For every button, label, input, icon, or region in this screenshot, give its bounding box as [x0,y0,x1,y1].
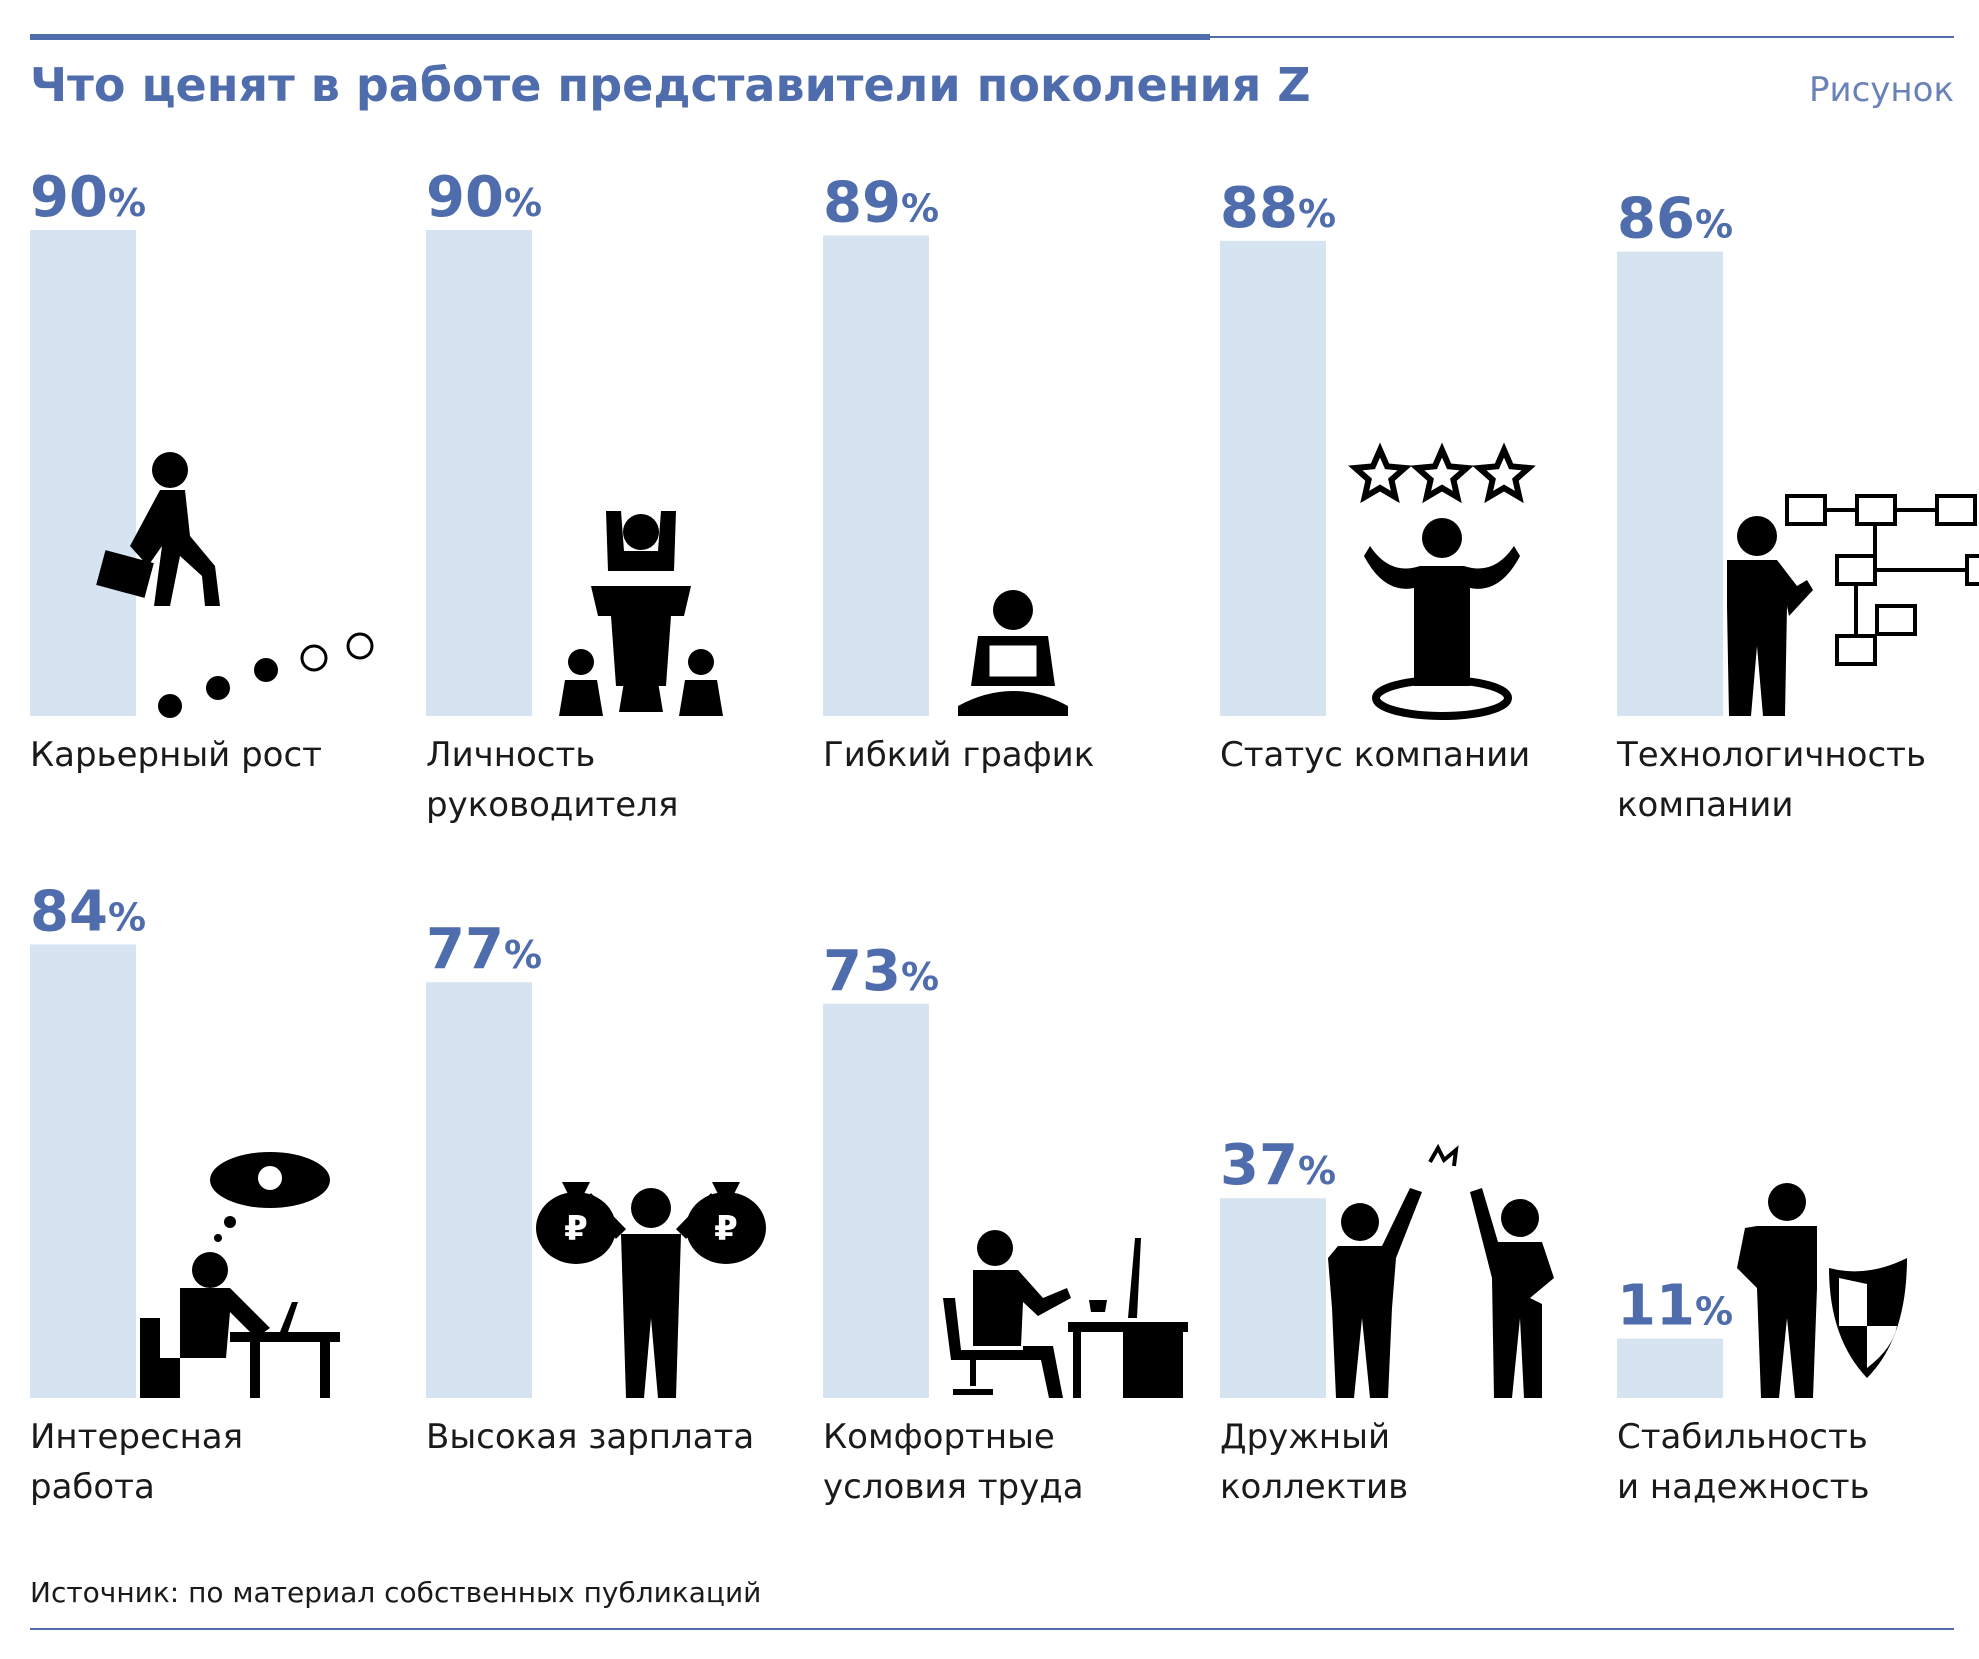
category-label: Гибкий график [823,735,1094,775]
office-desk-icon [943,1230,1188,1398]
category-label: Комфортные условия труда [823,1417,1084,1507]
money-bags-icon: ₽ ₽ [536,1182,766,1398]
tech-network-icon [1727,494,1979,716]
bar [30,230,136,716]
svg-text:₽: ₽ [564,1209,588,1249]
top-rule-thick [30,34,1210,40]
category-label: Технологичность компании [1616,735,1926,825]
shield-person-icon [1737,1183,1907,1398]
bar [1220,240,1326,717]
leader-podium-icon [559,511,723,716]
value-label: 90% [426,165,542,230]
idea-thinking-icon [140,1152,340,1398]
bar [823,1003,929,1398]
value-label: 89% [823,170,939,235]
bar [426,230,532,716]
high-five-icon [1328,1143,1554,1398]
value-label: 84% [30,879,146,944]
category-label: Интересная работа [30,1417,243,1507]
bottom-rule [30,1628,1954,1630]
bar [823,235,929,716]
value-label: 73% [823,939,939,1004]
bar [30,944,136,1398]
bar [1617,251,1723,716]
category-label: Дружный коллектив [1220,1417,1408,1507]
value-label: 77% [426,917,542,982]
laptop-person-icon [958,590,1068,716]
value-label: 11% [1617,1274,1733,1339]
value-label: 90% [30,165,146,230]
chart-title: Что ценят в работе представители поколен… [30,58,1311,112]
top-rule-thin [1210,36,1954,38]
category-label: Статус компании [1220,735,1530,775]
bar [1617,1338,1723,1398]
category-label: Карьерный рост [30,735,322,775]
category-label: Личность руководителя [426,735,678,825]
bar [426,982,532,1398]
figure-label: Рисунок [1809,70,1954,110]
category-label: Высокая зарплата [426,1417,754,1457]
value-label: 37% [1220,1133,1336,1198]
value-label: 88% [1220,176,1336,241]
source-note: Источник: по материал собственных публик… [30,1576,762,1609]
value-label: 86% [1617,187,1733,252]
svg-text:₽: ₽ [714,1209,738,1249]
stars-person-icon [1348,442,1536,720]
bar [1220,1198,1326,1398]
career-stairs-icon [96,452,374,718]
category-label: Стабильность и надежность [1617,1417,1870,1507]
